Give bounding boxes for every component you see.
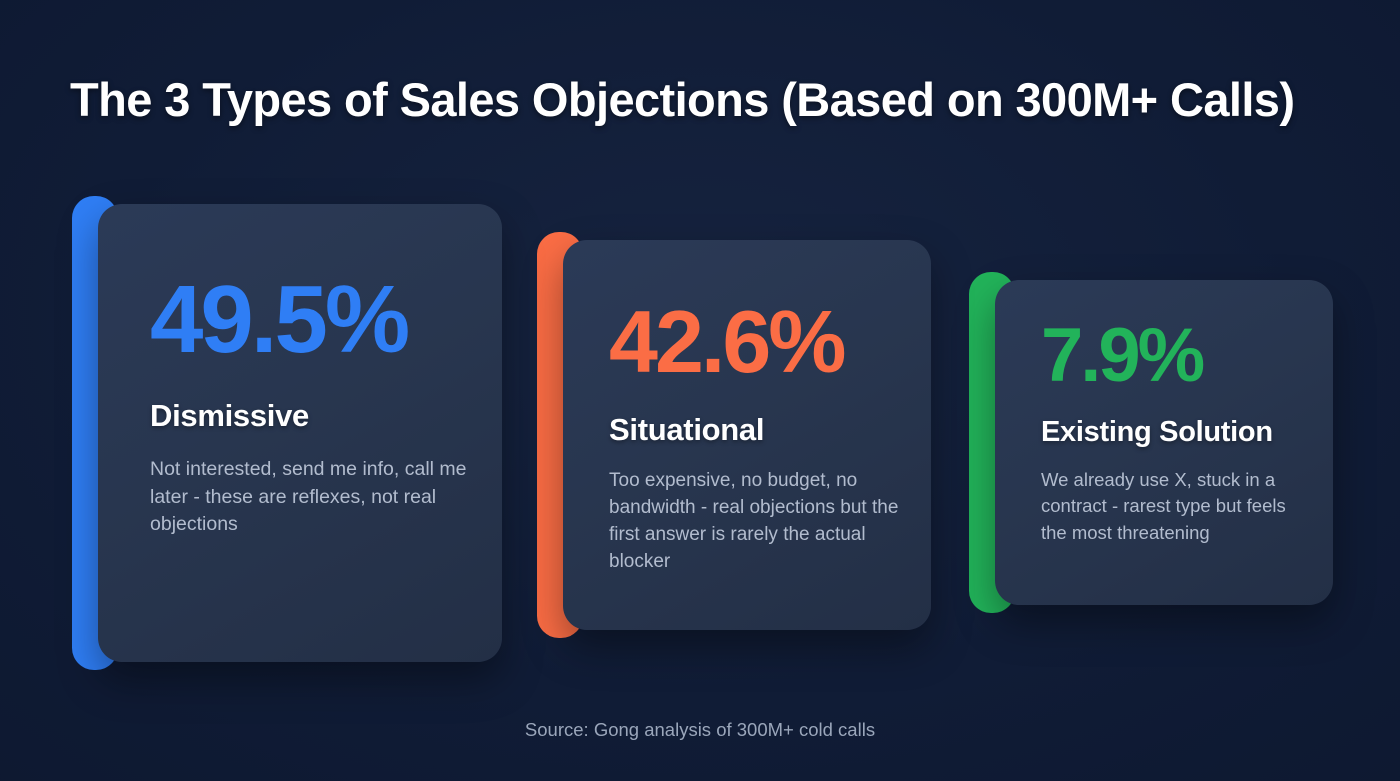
stat-card-body: 42.6% Situational Too expensive, no budg… bbox=[563, 240, 931, 630]
stat-description-dismissive: Not interested, send me info, call me la… bbox=[150, 458, 467, 536]
stat-description-existing-solution: We already use X, stuck in a contract - … bbox=[1041, 469, 1286, 543]
stat-percentage-existing-solution: 7.9% bbox=[1041, 313, 1205, 398]
page-title: The 3 Types of Sales Objections (Based o… bbox=[70, 73, 1295, 126]
stat-description-situational: Too expensive, no budget, no bandwidth -… bbox=[609, 470, 899, 572]
stat-label-dismissive: Dismissive bbox=[150, 398, 309, 433]
stat-label-situational: Situational bbox=[609, 412, 765, 447]
stat-card-body: 49.5% Dismissive Not interested, send me… bbox=[98, 204, 502, 662]
stat-card-body: 7.9% Existing Solution We already use X,… bbox=[995, 280, 1333, 605]
stat-label-existing-solution: Existing Solution bbox=[1041, 416, 1273, 448]
source-note: Source: Gong analysis of 300M+ cold call… bbox=[524, 719, 876, 740]
stat-percentage-dismissive: 49.5% bbox=[150, 266, 410, 373]
stat-card-situational[interactable]: 42.6% Situational Too expensive, no budg… bbox=[537, 232, 931, 638]
stat-card-existing-solution[interactable]: 7.9% Existing Solution We already use X,… bbox=[969, 272, 1333, 613]
stat-card-dismissive[interactable]: 49.5% Dismissive Not interested, send me… bbox=[72, 196, 502, 670]
stat-percentage-situational: 42.6% bbox=[609, 292, 847, 391]
